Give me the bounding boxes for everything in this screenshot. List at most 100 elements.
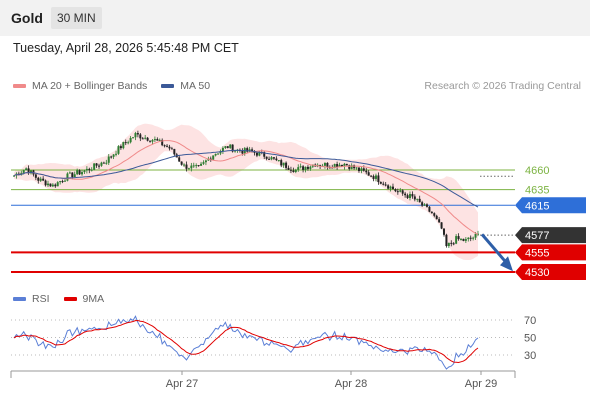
rsi-ma-swatch [63,297,77,301]
candle-body [168,146,171,149]
candle-body [418,198,421,203]
candle-body [253,151,256,153]
candle-body [85,168,88,171]
candle-body [59,181,62,183]
symbol-title: Gold [11,10,43,26]
rsi-swatch [13,297,26,301]
candle-body [423,204,426,206]
candle-body [408,194,411,199]
candle-body [464,239,467,241]
candle-body [107,156,110,163]
candle-body [384,184,387,186]
candle-body [370,175,373,177]
bollinger-band-area [14,123,478,260]
candle-body [343,163,346,167]
level-tag-4577 [515,227,586,244]
candle-body [365,170,368,173]
candle-body [387,185,390,189]
candle-body [115,153,118,155]
rsi-tick-30: 30 [524,350,536,362]
candle-body [64,180,67,182]
candle-body [411,194,414,197]
candle-body [161,139,164,146]
candle-body [287,167,290,170]
rsi-tick-50: 50 [524,333,536,345]
candle-body [433,213,436,216]
candle-body [110,156,113,158]
timestamp: Tuesday, April 28, 2026 5:45:48 PM CET [13,41,239,55]
candle-body [170,148,173,150]
candle-body [49,183,52,187]
candle-body [180,161,183,165]
candle-body [202,162,205,164]
candle-body [231,144,234,152]
candle-body [190,165,193,169]
level-tag-4555 [515,244,586,261]
candle-body [450,242,453,244]
candle-body [95,163,98,166]
candle-body [442,228,445,235]
candle-body [447,242,450,247]
candle-body [192,165,195,167]
level-tag-4615 [515,197,586,214]
candle-body [47,183,50,186]
candle-body [311,164,314,167]
ma20-swatch [13,84,26,88]
candle-body [136,133,139,135]
candle-body [144,137,147,139]
candle-body [54,184,57,187]
candle-body [328,167,331,169]
candle-body [391,186,394,190]
candle-body [421,202,424,206]
candle-body [112,154,115,157]
candle-body [374,175,377,179]
candle-body [309,166,312,169]
candle-body [292,170,295,172]
candle-body [345,163,348,166]
candle-body [102,162,105,164]
candle-body [83,170,86,173]
candle-body [166,145,169,147]
candle-body [183,164,186,166]
rsi-line [13,315,479,370]
candle-body [406,195,409,199]
candle-body [467,237,470,240]
candle-body [185,164,188,169]
level-label-4615: 4615 [525,200,549,212]
candle-body [217,153,220,155]
candle-body [93,163,96,170]
x-tick-label: Apr 27 [166,378,198,390]
candle-body [146,137,149,141]
candle-body [44,180,47,186]
candle-body [416,198,419,200]
ma20-legend-label: MA 20 + Bollinger Bands [32,80,148,92]
timeframe-badge[interactable]: 30 MIN [51,7,102,29]
candle-body [396,191,399,193]
ma50-line [13,149,479,208]
candle-body [234,150,237,152]
candle-body [265,156,268,159]
candle-body [141,138,144,140]
rsi-tick-70: 70 [524,315,536,327]
candle-body [399,190,402,192]
candle-body [76,170,79,175]
candle-body [25,168,28,171]
candle-body [127,142,130,144]
candle-body [98,165,101,167]
candle-body [275,158,278,161]
candle-body [214,153,217,156]
candle-body [474,233,477,238]
candle-body [246,148,249,152]
x-tick-label: Apr 29 [465,378,497,390]
candle-body [124,142,127,144]
candle-body [382,183,385,185]
candle-body [219,151,222,154]
candle-body [204,160,207,163]
candle-body [81,172,84,175]
candle-body [139,134,142,139]
level-label-4555: 4555 [525,247,549,259]
candle-body [440,222,443,229]
candle-body [452,243,455,245]
candle-body [37,177,40,181]
